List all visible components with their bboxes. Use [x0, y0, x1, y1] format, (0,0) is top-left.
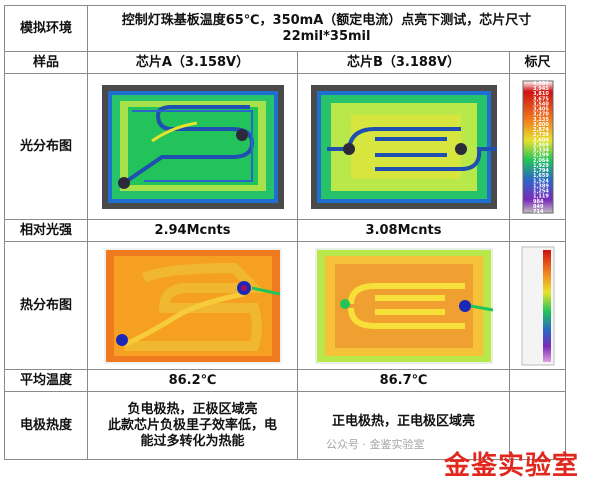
scale-tick-label: 2,604 [533, 137, 549, 143]
heat-scale-bar [521, 246, 554, 365]
scale-tick-label: 2,874 [533, 127, 549, 133]
electrode-row: 电极热度 负电极热，正极区域亮 此款芯片负极里子效率低，电 能过多转化为热能 正… [4, 391, 566, 460]
chip-b-heat-map [297, 241, 510, 370]
chip-b-light-image [310, 84, 497, 209]
heat-row: 热分布图 [4, 241, 566, 370]
chip-a-electrode-line1: 负电极热，正极区域亮 [127, 401, 258, 417]
light-scale-cell: 4,080 3,945 3,810 3,675 3,540 3,405 3,270 3,135… [509, 73, 566, 220]
avg-temp-label: 平均温度 [4, 369, 88, 392]
light-scale-bar: 4,080 3,945 3,810 3,675 3,540 3,405 3,270 3,135… [522, 80, 553, 215]
watermark-lab-name: 金鉴实验室 [444, 451, 580, 481]
scale-tick-label: 3,945 [533, 86, 549, 92]
scale-tick-label: 2,739 [533, 132, 549, 138]
scale-tick-label: 2,199 [533, 152, 549, 158]
env-row: 模拟环境 控制灯珠基板温度65℃，350mA（额定电流）点亮下测试，芯片尺寸22… [4, 5, 566, 52]
light-row: 光分布图 [4, 73, 566, 220]
scale-tick-label: 849 [533, 203, 544, 209]
chip-a-relative: 2.94Mcnts [87, 219, 298, 242]
scale-tick-label: 3,000 [533, 121, 549, 127]
scale-tick-label: 4,080 [533, 81, 549, 87]
scale-tick-label: 2,334 [533, 147, 549, 153]
chip-a-electrode-line2: 此款芯片负极里子效率低，电 [107, 417, 277, 433]
scale-tick-label: 984 [533, 198, 544, 204]
heat-scale-cell [509, 241, 566, 370]
scale-tick-labels: 4,080 3,945 3,810 3,675 3,540 3,405 3,270 3,135… [533, 81, 549, 215]
scale-tick-label: 2,469 [533, 142, 549, 148]
scale-tick-label: 1,119 [533, 193, 549, 199]
chip-a-electrode-note: 负电极热，正极区域亮 此款芯片负极里子效率低，电 能过多转化为热能 [87, 391, 298, 460]
scale-tick-label: 3,675 [533, 96, 549, 102]
scale-tick-label: 1,659 [533, 173, 549, 179]
chip-a-electrode-line3: 能过多转化为热能 [140, 433, 245, 449]
chip-a-heat-map [87, 241, 298, 370]
env-text: 控制灯珠基板温度65℃，350mA（额定电流）点亮下测试，芯片尺寸22mil*3… [87, 5, 566, 52]
chip-b-electrode-note: 正电极热，正电极区域亮 [297, 391, 510, 460]
sample-label: 样品 [4, 51, 88, 74]
chip-b-avg-temp: 86.7℃ [297, 369, 510, 392]
chip-b-header: 芯片B（3.188V） [297, 51, 510, 74]
chip-a-light-map [87, 73, 298, 220]
scale-tick-label: 2,064 [533, 157, 549, 163]
heat-label: 热分布图 [4, 241, 88, 370]
scale-tick-label: 1,254 [533, 188, 549, 194]
comparison-table: 模拟环境 控制灯珠基板温度65℃，350mA（额定电流）点亮下测试，芯片尺寸22… [4, 5, 566, 460]
chip-b-heat-image [314, 247, 493, 364]
electrode-label: 电极热度 [4, 391, 88, 460]
chip-b-light-map [297, 73, 510, 220]
chip-a-light-image [101, 84, 284, 209]
chip-b-relative: 3.08Mcnts [297, 219, 510, 242]
env-label: 模拟环境 [4, 5, 88, 52]
light-label: 光分布图 [4, 73, 88, 220]
scale-tick-label: 3,405 [533, 106, 549, 112]
scale-tick-label: 3,135 [533, 116, 549, 122]
scale-tick-label: 3,270 [533, 111, 549, 117]
chip-a-avg-temp: 86.2℃ [87, 369, 298, 392]
scale-tick-label: 1,929 [533, 162, 549, 168]
scale-tick-label: 3,540 [533, 101, 549, 107]
relative-row: 相对光强 2.94Mcnts 3.08Mcnts [4, 219, 566, 242]
chip-a-heat-image [103, 247, 282, 364]
scale-tick-label: 3,810 [533, 91, 549, 97]
scale-tick-label: 1,524 [533, 178, 549, 184]
relative-label: 相对光强 [4, 219, 88, 242]
avg-temp-row: 平均温度 86.2℃ 86.7℃ [4, 369, 566, 392]
scale-header: 标尺 [509, 51, 566, 74]
scale-tick-label: 1,389 [533, 183, 549, 189]
scale-tick-label: 1,794 [533, 168, 549, 174]
watermark-account: 公众号 · 金鉴实验室 [326, 438, 425, 451]
sample-row: 样品 芯片A（3.158V） 芯片B（3.188V） 标尺 [4, 51, 566, 74]
scale-tick-label: 714 [533, 209, 544, 215]
chip-a-header: 芯片A（3.158V） [87, 51, 298, 74]
